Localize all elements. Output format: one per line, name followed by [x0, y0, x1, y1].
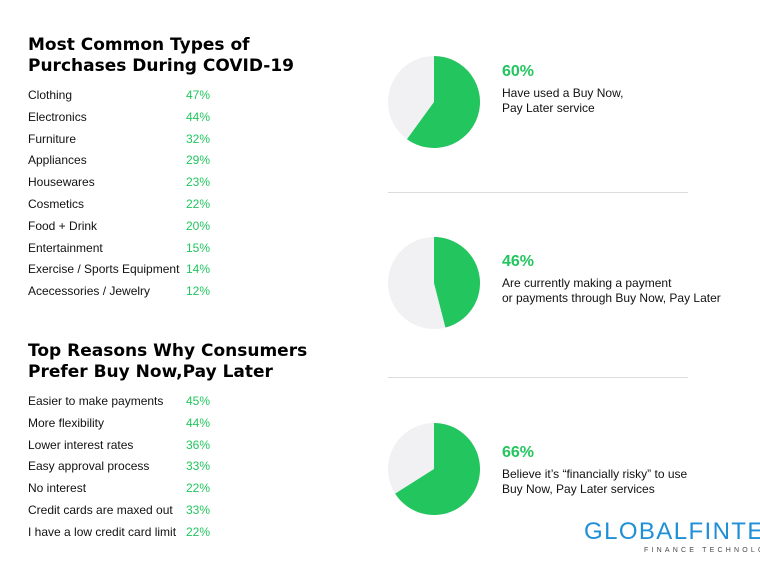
item-label: I have a low credit card limit — [28, 524, 177, 539]
reasons-title-line-1: Top Reasons Why Consumers — [28, 341, 308, 361]
item-value: 22% — [186, 481, 211, 496]
stat-percent: 66% — [502, 444, 535, 461]
reasons-title-line-2: Prefer Buy Now,Pay Later — [28, 362, 273, 382]
item-label: Easier to make payments — [28, 394, 164, 408]
purchases-title-line-2: Purchases During COVID-19 — [28, 56, 294, 76]
item-label: More flexibility — [28, 415, 105, 430]
stat-description-line-1: Are currently making a payment — [502, 276, 672, 290]
pie-chart-used-bnpl — [388, 56, 480, 148]
item-label: Furniture — [28, 131, 77, 146]
stat-description-line-2: or payments through Buy Now, Pay Later — [502, 291, 721, 305]
stat-percent: 60% — [502, 63, 535, 80]
logo-tagline: FINANCE TECHNOLOGY — [644, 547, 760, 554]
stat-financially-risky: 66% Believe it’s “financially risky” to … — [502, 443, 752, 497]
item-value: 33% — [186, 502, 211, 517]
stat-description: Believe it’s “financially risky” to use … — [502, 467, 752, 497]
pie-chart-financially-risky — [388, 423, 480, 515]
item-label: Acecessories / Jewelry — [28, 284, 151, 299]
divider — [388, 377, 688, 378]
item-value: 47% — [186, 88, 211, 102]
item-value: 45% — [186, 394, 211, 408]
item-label: No interest — [28, 481, 87, 496]
item-value: 36% — [186, 437, 211, 452]
item-value: 12% — [186, 284, 211, 299]
item-value: 14% — [186, 262, 211, 277]
globalfintech-logo: GLOBALFINTECH FINANCE TECHNOLOGY — [584, 519, 760, 559]
stat-description: Have used a Buy Now, Pay Later service — [502, 86, 752, 116]
purchases-title: Most Common Types of Purchases During CO… — [28, 35, 328, 77]
item-label: Entertainment — [28, 240, 103, 255]
item-value: 22% — [186, 524, 211, 539]
item-value: 23% — [186, 175, 211, 190]
reasons-title: Top Reasons Why Consumers Prefer Buy Now… — [28, 341, 328, 383]
item-value: 15% — [186, 240, 211, 255]
item-label: Cosmetics — [28, 196, 85, 211]
item-label: Electronics — [28, 109, 87, 124]
stat-currently-paying: 46% Are currently making a payment or pa… — [502, 252, 752, 306]
item-value: 22% — [186, 196, 211, 211]
purchases-title-line-1: Most Common Types of — [28, 35, 250, 55]
divider — [388, 192, 688, 193]
item-label: Lower interest rates — [28, 437, 134, 452]
item-label: Exercise / Sports Equipment — [28, 262, 180, 277]
item-value: 44% — [186, 415, 211, 430]
item-label: Food + Drink — [28, 218, 98, 233]
pie-slice-main — [406, 56, 480, 148]
stat-description-line-1: Believe it’s “financially risky” to use — [502, 467, 688, 481]
item-label: Credit cards are maxed out — [28, 502, 173, 517]
item-value: 44% — [186, 109, 211, 124]
item-value: 32% — [186, 131, 211, 146]
item-value: 33% — [186, 459, 211, 474]
item-label: Housewares — [28, 175, 95, 190]
stat-description-line-2: Buy Now, Pay Later services — [502, 482, 655, 496]
stat-percent: 46% — [502, 253, 535, 270]
stat-description-line-2: Pay Later service — [502, 101, 595, 115]
item-value: 20% — [186, 218, 211, 233]
item-label: Easy approval process — [28, 459, 150, 474]
item-label: Appliances — [28, 153, 87, 168]
pie-slice-main — [395, 423, 480, 515]
stat-used-bnpl: 60% Have used a Buy Now, Pay Later servi… — [502, 62, 752, 116]
stat-description-line-1: Have used a Buy Now, — [502, 86, 624, 100]
stat-description: Are currently making a payment or paymen… — [502, 276, 752, 306]
item-label: Clothing — [28, 88, 73, 102]
logo-name: GLOBALFINTECH — [584, 519, 760, 545]
pie-chart-currently-paying — [388, 237, 480, 329]
pie-slice-main — [434, 237, 480, 328]
item-value: 29% — [186, 153, 211, 168]
